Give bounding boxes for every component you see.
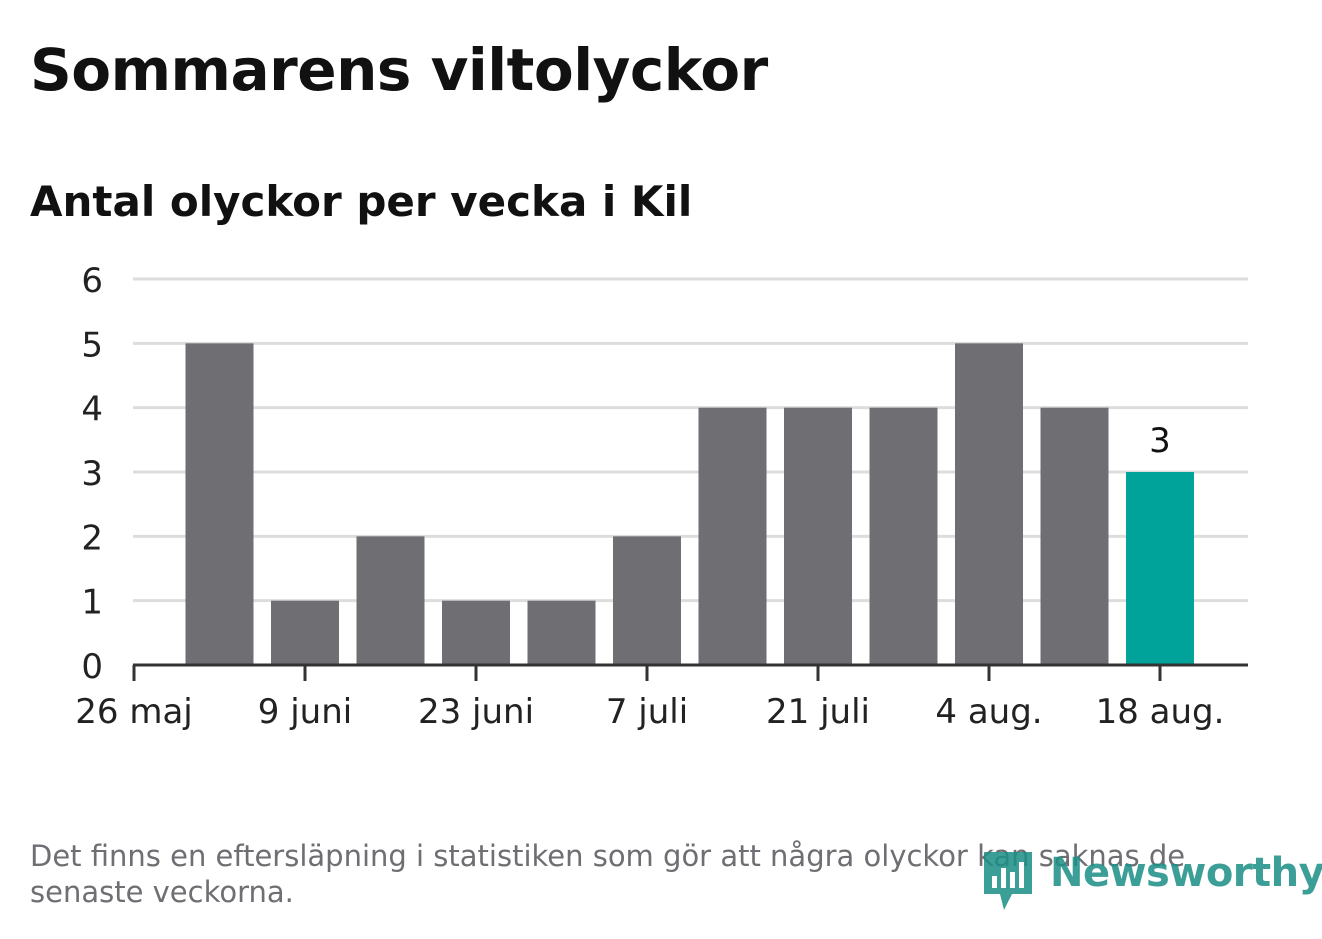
y-tick-label: 6 <box>81 261 103 301</box>
bar <box>613 536 681 665</box>
bar <box>185 343 254 665</box>
bar <box>869 407 938 665</box>
bar <box>698 407 767 665</box>
y-axis-labels: 0 1 2 3 4 5 6 <box>81 261 103 687</box>
bar <box>1126 472 1194 665</box>
bar <box>356 536 425 665</box>
bar-chart: 0 1 2 3 4 5 6 3 26 maj 9 juni 23 juni 7 juli 21 ju… <box>75 261 1248 732</box>
x-tick-label: 7 juli <box>606 692 688 732</box>
newsworthy-logo-icon <box>984 852 1032 910</box>
y-tick-label: 1 <box>81 583 103 623</box>
y-tick-label: 0 <box>81 647 103 687</box>
newsworthy-logo-text: Newsworthy <box>1050 850 1322 896</box>
y-tick-label: 2 <box>81 518 103 558</box>
chart-title: Sommarens viltolyckor <box>30 36 768 104</box>
bar <box>442 600 510 665</box>
y-tick-label: 4 <box>81 390 103 430</box>
bars <box>185 343 1194 665</box>
bar <box>1040 407 1109 665</box>
bar <box>784 407 852 665</box>
x-tick-label: 18 aug. <box>1096 692 1225 732</box>
data-label: 3 <box>1149 421 1171 461</box>
data-labels: 3 <box>1149 421 1171 461</box>
bar <box>271 600 339 665</box>
bar <box>527 600 596 665</box>
x-axis: 26 maj 9 juni 23 juni 7 juli 21 juli 4 aug. 18… <box>75 663 1248 732</box>
y-tick-label: 3 <box>81 454 103 494</box>
x-tick-label: 23 juni <box>418 692 534 732</box>
chart-subtitle: Antal olyckor per vecka i Kil <box>30 177 693 226</box>
x-tick-label: 9 juni <box>258 692 352 732</box>
bar <box>955 343 1023 665</box>
newsworthy-logo[interactable]: Newsworthy <box>980 848 1322 914</box>
x-tick-label: 21 juli <box>766 692 870 732</box>
x-tick-label: 26 maj <box>75 692 192 732</box>
y-tick-label: 5 <box>81 325 103 365</box>
x-tick-label: 4 aug. <box>935 692 1042 732</box>
